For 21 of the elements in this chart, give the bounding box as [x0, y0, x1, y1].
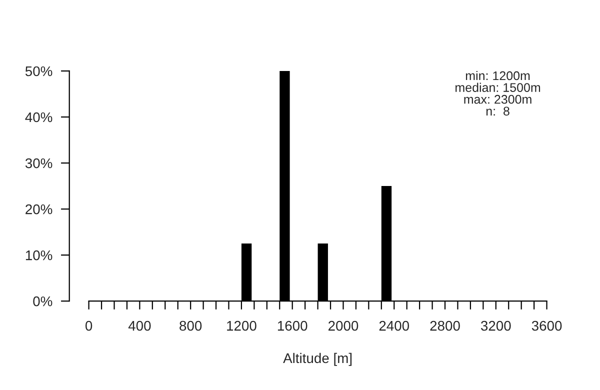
x-tick-label: 3600 [532, 320, 562, 331]
annotation: max: 2300m [464, 94, 532, 104]
y-tick-label: 50% [25, 66, 52, 76]
x-tick-label: 1600 [278, 320, 308, 331]
y-tick-label: 10% [26, 250, 52, 260]
x-tick-label: 800 [180, 320, 202, 331]
x-tick-label: 2400 [379, 320, 410, 331]
y-tick-label: 20% [26, 204, 52, 214]
x-tick-label: 2000 [328, 320, 358, 331]
y-tick-label: 0% [33, 296, 52, 306]
x-tick-label: 1200 [227, 320, 256, 331]
y-tick-label: 30% [25, 158, 52, 168]
x-axis-title: Altitude [m] [283, 352, 352, 366]
y-tick-label: 40% [25, 112, 52, 122]
x-tick-label: 2800 [430, 320, 460, 331]
x-tick-label: 400 [128, 320, 151, 331]
annotation: min: 1200m [466, 70, 530, 80]
x-tick-label: 3200 [480, 320, 511, 331]
annotation: median: 1500m [456, 82, 540, 92]
x-tick-label: 0 [85, 320, 92, 331]
annotation: n: 8 [486, 106, 510, 116]
